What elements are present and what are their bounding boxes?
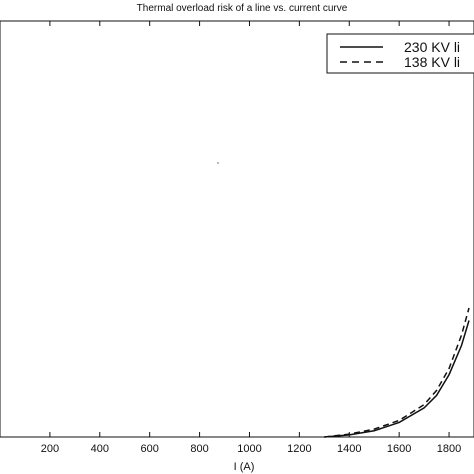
x-tick-label: 200 <box>41 443 59 455</box>
x-tick-label: 1800 <box>437 443 461 455</box>
series-line-138kv <box>324 307 470 438</box>
legend-box <box>326 33 474 74</box>
x-axis-label: I (A) <box>234 461 255 473</box>
x-tick-label: 400 <box>91 443 109 455</box>
data-lines <box>324 307 470 438</box>
stray-dot <box>217 162 219 164</box>
chart-title: Thermal overload risk of a line vs. curr… <box>137 3 348 14</box>
x-tick-label: 1400 <box>337 443 361 455</box>
x-tick-label: 600 <box>141 443 159 455</box>
x-axis: 200 400 600 800 1000 1200 1400 1600 1800 <box>41 21 461 455</box>
legend-label-230kv: 230 KV li <box>404 39 460 55</box>
x-tick-label: 1000 <box>237 443 261 455</box>
x-tick-label: 800 <box>190 443 208 455</box>
x-tick-label: 1200 <box>287 443 311 455</box>
legend-label-138kv: 138 KV li <box>404 54 460 70</box>
x-tick-label: 1600 <box>387 443 411 455</box>
legend: 230 KV li 138 KV li <box>326 33 474 74</box>
plot-area <box>0 20 474 438</box>
series-line-230kv <box>324 320 470 438</box>
